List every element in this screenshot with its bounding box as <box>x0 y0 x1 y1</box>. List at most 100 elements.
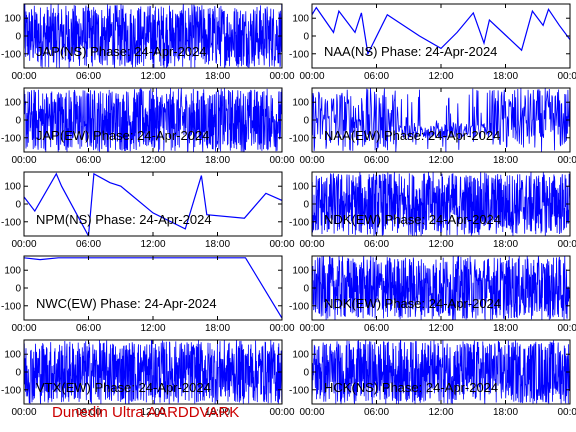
x-tick-label: 06:00 <box>364 239 389 250</box>
phase-trace <box>312 256 570 320</box>
x-tick-label: 12:00 <box>428 155 453 166</box>
chart-panel-7: 100 0 -100 00:00 06:00 12:00 18:00 00:00 NWC(EW)… <box>1 255 295 334</box>
x-tick-label: 06:00 <box>364 323 389 334</box>
phase-trace <box>24 340 282 404</box>
x-tick-label: 12:00 <box>140 155 165 166</box>
phase-trace <box>312 88 570 152</box>
y-tick-label: 100 <box>4 14 21 25</box>
y-tick-label: 100 <box>4 98 21 109</box>
y-tick-label: -100 <box>289 301 309 312</box>
x-tick-label: 00:00 <box>557 71 576 82</box>
y-tick-label: 0 <box>15 284 21 295</box>
x-tick-label: 00:00 <box>269 71 294 82</box>
x-tick-label: 06:00 <box>76 407 101 418</box>
x-tick-label: 18:00 <box>205 71 230 82</box>
x-tick-label: 12:00 <box>140 323 165 334</box>
y-tick-label: 0 <box>15 116 21 127</box>
x-tick-label: 00:00 <box>11 71 36 82</box>
y-tick-label: 100 <box>292 182 309 193</box>
x-tick-label: 12:00 <box>428 407 453 418</box>
x-tick-label: 00:00 <box>11 239 36 250</box>
y-tick-label: -100 <box>289 217 309 228</box>
x-tick-label: 00:00 <box>557 323 576 334</box>
x-tick-label: 00:00 <box>269 407 294 418</box>
x-tick-label: 18:00 <box>205 239 230 250</box>
phase-trace <box>312 340 570 404</box>
x-tick-label: 00:00 <box>557 407 576 418</box>
x-tick-label: 00:00 <box>557 155 576 166</box>
x-tick-label: 00:00 <box>299 323 324 334</box>
y-tick-label: -100 <box>1 133 21 144</box>
footer-label: Dunedin Ultra AARDDVARK <box>52 404 240 421</box>
x-tick-label: 06:00 <box>76 239 101 250</box>
x-tick-label: 00:00 <box>299 71 324 82</box>
x-tick-label: 06:00 <box>364 407 389 418</box>
x-tick-label: 00:00 <box>299 407 324 418</box>
y-tick-label: 100 <box>292 98 309 109</box>
x-tick-label: 00:00 <box>11 323 36 334</box>
y-tick-label: 0 <box>303 200 309 211</box>
y-tick-label: 0 <box>303 116 309 127</box>
x-tick-label: 06:00 <box>76 71 101 82</box>
phase-trace <box>24 172 282 236</box>
x-tick-label: 00:00 <box>557 239 576 250</box>
y-tick-label: 100 <box>292 350 309 361</box>
x-tick-label: 18:00 <box>205 323 230 334</box>
y-tick-label: 0 <box>15 200 21 211</box>
phase-trace <box>312 172 570 236</box>
chart-title: VTX(EW) Phase: 24-Apr-2024 <box>36 380 211 395</box>
chart-title: NAA(NS) Phase: 24-Apr-2024 <box>324 44 497 59</box>
y-tick-label: 0 <box>15 368 21 379</box>
x-tick-label: 00:00 <box>269 323 294 334</box>
phase-trace <box>312 6 570 56</box>
chart-title: NAA(EW) Phase: 24-Apr-2024 <box>324 128 500 143</box>
chart-panel-8: 100 0 -100 00:00 06:00 12:00 18:00 00:00 NDK(EW)… <box>289 255 576 334</box>
x-tick-label: 00:00 <box>11 407 36 418</box>
y-tick-label: -100 <box>1 49 21 60</box>
x-tick-label: 00:00 <box>269 239 294 250</box>
y-tick-label: -100 <box>289 133 309 144</box>
x-tick-label: 00:00 <box>11 155 36 166</box>
chart-panel-6: 100 0 -100 00:00 06:00 12:00 18:00 00:00 NDK(EW)… <box>289 171 576 250</box>
y-tick-label: -100 <box>289 49 309 60</box>
chart-title: HCK(NS) Phase: 24-Apr-2024 <box>324 380 498 395</box>
chart-panel-3: 100 0 -100 00:00 06:00 12:00 18:00 00:00 JAP(EW)… <box>1 87 295 166</box>
y-tick-label: 100 <box>292 14 309 25</box>
chart-panel-5: 100 0 -100 00:00 06:00 12:00 18:00 00:00 NPM(NS)… <box>1 171 295 250</box>
chart-title: NPM(NS) Phase: 24-Apr-2024 <box>36 212 212 227</box>
x-tick-label: 12:00 <box>428 239 453 250</box>
phase-trace <box>24 88 282 152</box>
x-tick-label: 12:00 <box>428 71 453 82</box>
y-tick-label: 100 <box>4 266 21 277</box>
chart-title: JAP(EW) Phase: 24-Apr-2024 <box>36 128 209 143</box>
y-tick-label: 100 <box>4 350 21 361</box>
x-tick-label: 12:00 <box>140 239 165 250</box>
chart-panel-1: 100 0 -100 00:00 06:00 12:00 18:00 00:00 JAP(NS)… <box>1 3 295 82</box>
y-tick-label: 0 <box>303 368 309 379</box>
x-tick-label: 12:00 <box>140 407 165 418</box>
x-tick-label: 00:00 <box>299 155 324 166</box>
chart-title: JAP(NS) Phase: 24-Apr-2024 <box>36 44 207 59</box>
x-tick-label: 12:00 <box>140 71 165 82</box>
chart-title: NDK(EW) Phase: 24-Apr-2024 <box>324 296 501 311</box>
y-tick-label: -100 <box>1 385 21 396</box>
x-tick-label: 18:00 <box>205 407 230 418</box>
x-tick-label: 18:00 <box>493 323 518 334</box>
x-tick-label: 18:00 <box>205 155 230 166</box>
x-tick-label: 06:00 <box>76 155 101 166</box>
chart-panel-9: 100 0 -100 00:00 06:00 12:00 18:00 00:00 VTX(EW)… <box>1 339 295 418</box>
x-tick-label: 06:00 <box>364 155 389 166</box>
x-tick-label: 18:00 <box>493 407 518 418</box>
x-tick-label: 06:00 <box>364 71 389 82</box>
x-tick-label: 18:00 <box>493 239 518 250</box>
phase-trace <box>24 4 282 68</box>
x-tick-label: 18:00 <box>493 71 518 82</box>
chart-panel-2: 100 0 -100 00:00 06:00 12:00 18:00 00:00 NAA(NS)… <box>289 3 576 82</box>
y-tick-label: 0 <box>303 284 309 295</box>
x-tick-label: 06:00 <box>76 323 101 334</box>
y-tick-label: -100 <box>1 301 21 312</box>
y-tick-label: 0 <box>15 32 21 43</box>
x-tick-label: 00:00 <box>269 155 294 166</box>
x-tick-label: 18:00 <box>493 155 518 166</box>
